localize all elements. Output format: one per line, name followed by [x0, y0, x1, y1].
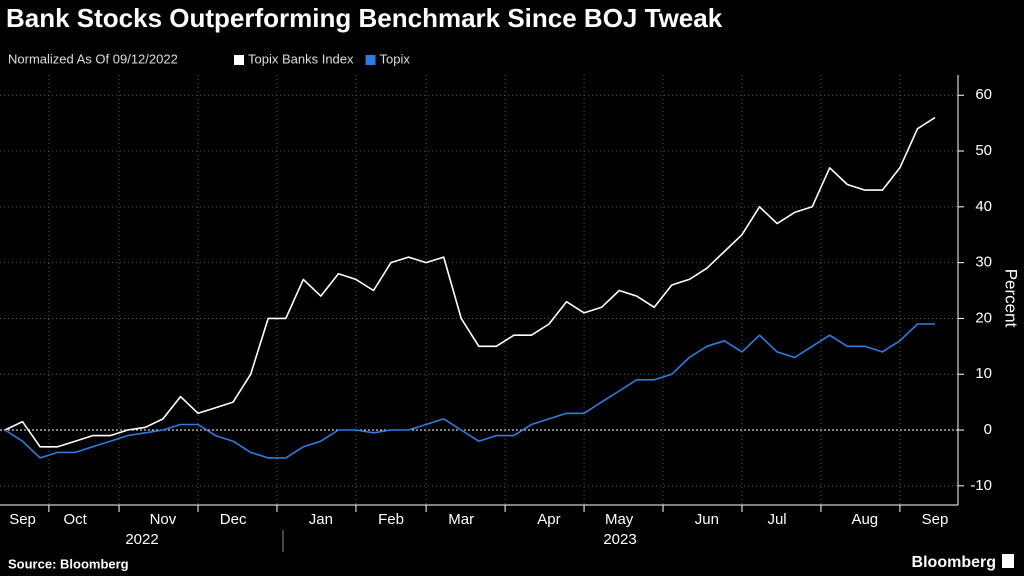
x-tick-label: Nov: [150, 511, 177, 528]
x-tick-label: Aug: [851, 511, 878, 528]
y-tick-label: 30: [975, 254, 992, 271]
y-axis-label: Percent: [1002, 269, 1021, 328]
year-label: 2022: [125, 531, 158, 548]
y-tick-label: -10: [970, 477, 992, 494]
brand: Bloomberg: [912, 554, 996, 571]
y-tick-label: 60: [975, 86, 992, 103]
y-tick-label: 50: [975, 142, 992, 159]
y-tick-label: 40: [975, 198, 992, 215]
x-tick-label: Jul: [767, 511, 786, 528]
legend-swatch: [365, 55, 376, 65]
x-tick-label: Sep: [922, 511, 949, 528]
x-tick-label: Oct: [64, 511, 88, 528]
chart-subtitle: Normalized As Of 09/12/2022: [8, 51, 178, 66]
x-tick-label: Feb: [378, 511, 404, 528]
x-tick-label: Jun: [695, 511, 719, 528]
x-tick-label: Jan: [309, 511, 333, 528]
x-tick-label: Dec: [220, 511, 247, 528]
series-line: [4, 116, 936, 448]
x-tick-label: Sep: [9, 511, 36, 528]
brand-icon: [1002, 554, 1014, 568]
y-tick-label: 10: [975, 365, 992, 382]
series-line: [4, 323, 935, 459]
year-label: 2023: [603, 531, 636, 548]
legend-label: Topix: [380, 51, 411, 66]
y-tick-label: 20: [975, 309, 992, 326]
y-tick-label: 0: [984, 421, 992, 438]
source: Source: Bloomberg: [8, 556, 129, 571]
x-tick-label: May: [605, 511, 634, 528]
legend-swatch: [234, 55, 244, 65]
x-tick-label: Apr: [537, 511, 560, 528]
x-tick-label: Mar: [448, 511, 474, 528]
legend-label: Topix Banks Index: [248, 51, 354, 66]
chart-title: Bank Stocks Outperforming Benchmark Sinc…: [6, 3, 723, 33]
